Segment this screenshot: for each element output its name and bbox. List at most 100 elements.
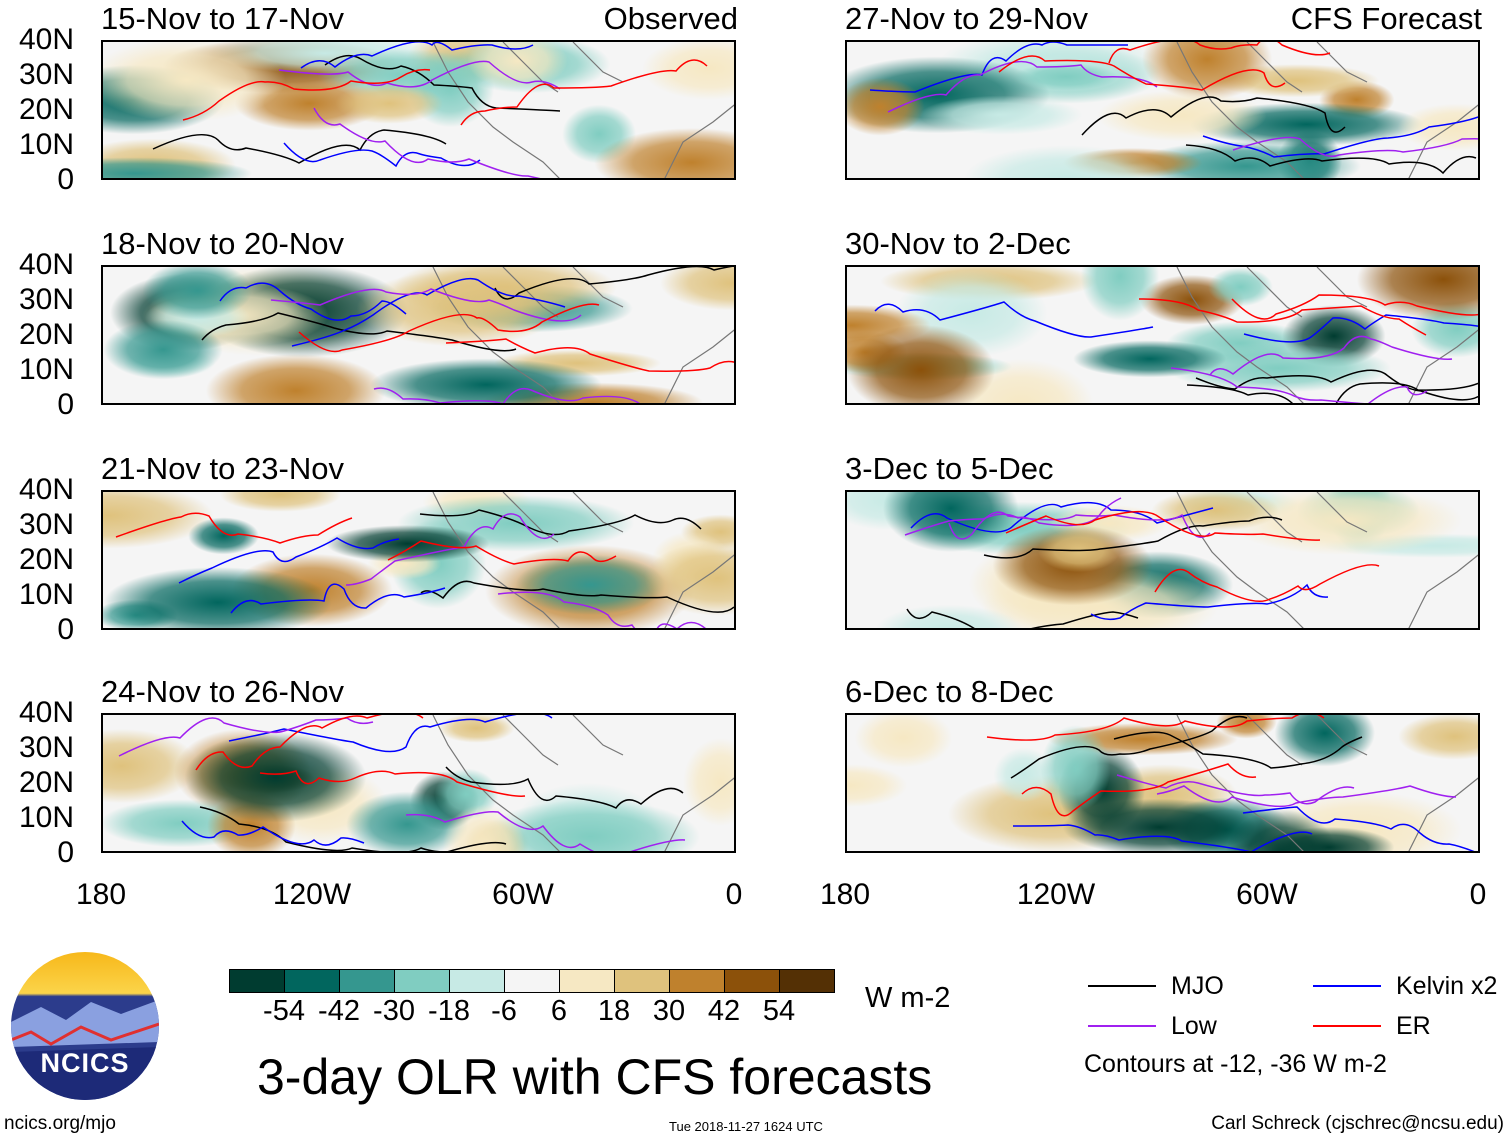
coastline bbox=[432, 715, 734, 851]
olr-anomaly bbox=[1096, 90, 1267, 142]
olr-anomaly bbox=[103, 42, 286, 122]
x-tick-label: 180 bbox=[75, 878, 127, 911]
legend-line bbox=[1088, 985, 1156, 987]
y-tick-label: 40N bbox=[18, 473, 74, 506]
y-tick-label: 30N bbox=[18, 283, 74, 316]
contour-mjo bbox=[201, 312, 517, 352]
olr-anomaly bbox=[1207, 267, 1273, 307]
footer-author: Carl Schreck (cjschrec@ncsu.edu) bbox=[1211, 1113, 1504, 1134]
olr-anomaly bbox=[184, 732, 367, 823]
contour-er bbox=[998, 55, 1286, 91]
olr-anomaly bbox=[438, 715, 515, 743]
y-tick-label: 20N bbox=[18, 766, 74, 799]
panel-title: 21-Nov to 23-Nov bbox=[101, 451, 344, 486]
olr-anomaly bbox=[1073, 340, 1227, 378]
y-tick-label: 20N bbox=[18, 543, 74, 576]
contour-er bbox=[387, 540, 617, 565]
olr-anomaly bbox=[854, 715, 953, 768]
colorbar-swatch bbox=[725, 970, 780, 992]
contour-low bbox=[1170, 367, 1428, 403]
contour-mjo bbox=[199, 806, 507, 851]
contour-kelvin bbox=[230, 583, 446, 614]
contour-mjo bbox=[1185, 144, 1477, 175]
olr-map-panel bbox=[101, 713, 736, 853]
contour-low bbox=[948, 511, 1211, 540]
colorbar-swatch bbox=[395, 970, 450, 992]
colorbar-swatch bbox=[340, 970, 395, 992]
y-tick-label: 10N bbox=[18, 578, 74, 611]
y-tick-label: 40N bbox=[18, 248, 74, 281]
olr-map-panel bbox=[845, 490, 1480, 630]
y-tick-label: 40N bbox=[18, 696, 74, 729]
olr-map-panel bbox=[101, 490, 736, 630]
contour-kelvin bbox=[300, 42, 534, 69]
contour-kelvin bbox=[1243, 314, 1478, 343]
contour-er bbox=[298, 303, 600, 353]
olr-map-panel bbox=[845, 40, 1480, 180]
contour-low bbox=[887, 60, 1158, 113]
y-tick-label: 30N bbox=[18, 731, 74, 764]
contour-low bbox=[405, 810, 686, 851]
colorbar-label: 18 bbox=[597, 995, 631, 1027]
contour-er bbox=[1005, 510, 1321, 541]
panel-label: CFS Forecast bbox=[1290, 1, 1482, 36]
olr-map-panel bbox=[845, 265, 1480, 405]
contour-mjo bbox=[1195, 369, 1478, 401]
contour-er bbox=[182, 68, 431, 121]
contour-mjo bbox=[983, 516, 1283, 559]
colorbar-label: -6 bbox=[491, 995, 517, 1027]
colorbar-label: 30 bbox=[652, 995, 686, 1027]
olr-anomaly bbox=[882, 492, 1019, 553]
coastline bbox=[1176, 42, 1478, 178]
olr-anomaly bbox=[104, 567, 332, 628]
contour-mjo bbox=[445, 766, 684, 809]
ncics-logo: NCICS bbox=[11, 952, 159, 1100]
olr-anomaly bbox=[480, 799, 700, 851]
contour-low bbox=[373, 387, 640, 403]
olr-anomaly bbox=[1356, 267, 1478, 321]
colorbar-swatch bbox=[670, 970, 725, 992]
panel-title: 27-Nov to 29-Nov bbox=[845, 1, 1088, 36]
contour-er bbox=[195, 715, 424, 771]
x-tick-label: 0 bbox=[1469, 878, 1487, 911]
y-tick-label: 40N bbox=[18, 23, 74, 56]
contour-kelvin bbox=[291, 277, 566, 347]
colorbar-swatch bbox=[560, 970, 615, 992]
y-tick-label: 20N bbox=[18, 93, 74, 126]
olr-anomaly bbox=[1080, 267, 1160, 321]
contour-low bbox=[1232, 136, 1478, 157]
contour-er bbox=[986, 715, 1325, 741]
colorbar-label: -30 bbox=[373, 995, 415, 1027]
panel-title: 6-Dec to 8-Dec bbox=[845, 674, 1054, 709]
olr-anomaly bbox=[103, 157, 253, 178]
contour-er bbox=[1108, 42, 1331, 64]
y-tick-label: 0 bbox=[57, 836, 74, 869]
contour-mjo bbox=[906, 608, 1139, 628]
panel-title: 24-Nov to 26-Nov bbox=[101, 674, 344, 709]
contour-low bbox=[1116, 774, 1355, 805]
contour-kelvin bbox=[283, 142, 481, 168]
legend-label: MJO bbox=[1171, 972, 1224, 1000]
contour-mjo bbox=[152, 129, 447, 164]
legend-label: ER bbox=[1396, 1012, 1431, 1040]
contour-kelvin bbox=[1202, 116, 1478, 158]
olr-anomaly bbox=[660, 267, 734, 311]
contour-mjo bbox=[420, 580, 734, 613]
olr-anomaly bbox=[1040, 725, 1111, 812]
contour-er bbox=[460, 59, 708, 126]
panel-title: 15-Nov to 17-Nov bbox=[101, 1, 344, 36]
footer-url[interactable]: ncics.org/mjo bbox=[4, 1113, 116, 1134]
panel-title: 30-Nov to 2-Dec bbox=[845, 226, 1071, 261]
legend-label: Kelvin x2 bbox=[1396, 972, 1498, 1000]
olr-anomaly bbox=[515, 554, 666, 615]
colorbar-swatch bbox=[230, 970, 285, 992]
olr-anomaly bbox=[1013, 62, 1118, 91]
x-tick-label: 180 bbox=[819, 878, 871, 911]
contour-mjo bbox=[494, 267, 733, 300]
olr-anomaly bbox=[1274, 715, 1376, 767]
olr-anomaly bbox=[205, 353, 386, 403]
coastline bbox=[1176, 492, 1478, 628]
olr-anomaly bbox=[1397, 103, 1478, 152]
olr-anomaly bbox=[683, 738, 734, 826]
